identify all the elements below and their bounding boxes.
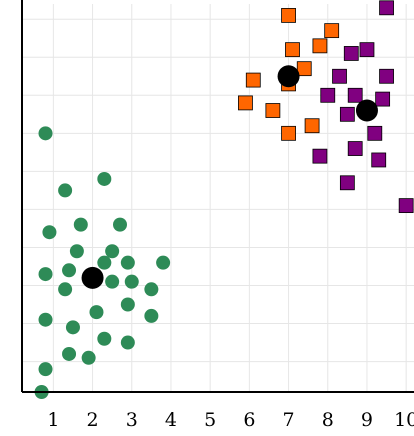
grid [22,4,414,392]
data-point-square [339,175,355,191]
centroid-marker [277,65,300,88]
data-point-circle [42,225,57,240]
data-point-square [398,198,414,214]
data-point-circle [97,171,112,186]
data-point-square [343,46,359,61]
data-point-circle [156,255,171,270]
x-tick-label: 10 [394,409,414,431]
data-point-circle [65,320,80,335]
data-point-circle [89,305,104,320]
data-point-square [324,23,340,39]
data-point-square [375,91,391,107]
data-point-circle [144,308,159,323]
data-point-square [312,148,328,164]
data-point-circle [113,217,127,232]
data-point-circle [97,255,112,270]
data-point-square [285,42,300,58]
axes [21,0,414,393]
x-tick-label: 8 [322,409,334,431]
data-point-square [238,95,253,111]
data-points [34,0,414,399]
data-point-circle [124,274,139,289]
data-point-circle [38,126,53,141]
data-point-square [339,106,355,122]
data-point-circle [58,183,73,198]
data-point-circle [120,297,135,312]
data-point-square [245,72,261,88]
x-tick-label: 7 [283,409,295,431]
data-point-circle [105,274,120,289]
data-point-circle [38,362,53,377]
data-point-circle [97,331,112,346]
data-point-circle [38,267,53,282]
data-point-square [332,68,347,84]
data-point-square [265,103,281,118]
x-tick-labels: 1 2 3 4 5 6 7 8 9 10 [47,409,414,431]
data-point-circle [120,255,135,270]
data-point-circle [62,346,77,361]
x-tick-label: 6 [243,409,255,431]
data-point-square [312,38,328,54]
data-point-circle [38,312,53,327]
data-point-square [379,0,394,16]
data-point-square [281,8,296,23]
data-point-square [347,87,363,103]
centroid-marker [355,99,378,122]
data-point-square [304,118,320,134]
x-tick-label: 4 [165,409,177,431]
data-point-square [371,152,387,168]
data-point-square [367,125,383,141]
centroid-markers [81,65,378,289]
data-point-circle [62,263,77,278]
x-tick-label: 2 [87,409,99,431]
data-point-square [379,68,394,84]
data-point-square [296,61,312,77]
data-point-circle [105,244,120,259]
data-point-circle [144,282,159,297]
data-point-circle [58,282,73,297]
data-point-square [347,141,363,156]
x-tick-label: 3 [126,409,138,431]
data-point-square [359,42,375,58]
x-tick-label: 9 [361,409,373,431]
data-point-circle [69,244,84,259]
data-point-square [281,125,296,141]
x-tick-label: 5 [204,409,216,431]
x-tick-label: 1 [47,409,59,431]
data-point-circle [73,217,88,232]
data-point-circle [81,350,96,365]
data-point-circle [120,335,135,350]
data-point-square [320,87,336,103]
centroid-marker [81,266,104,289]
